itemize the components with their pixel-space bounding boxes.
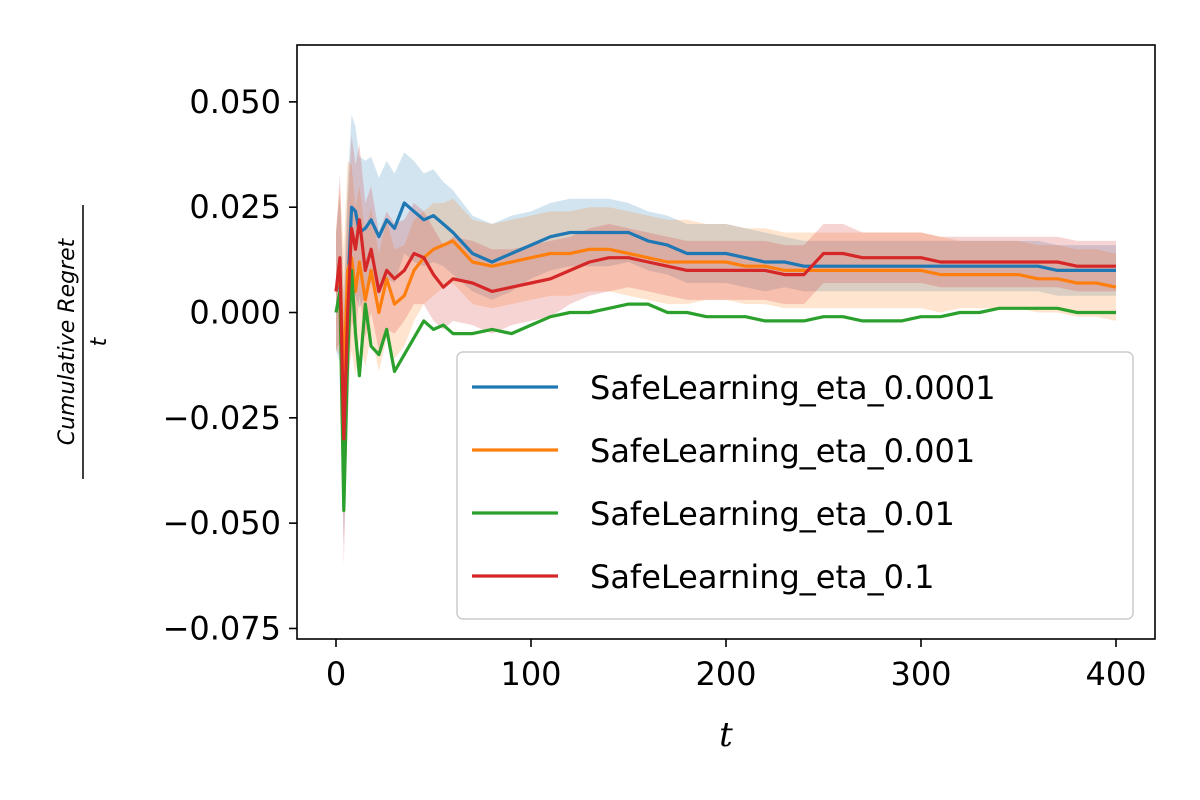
x-tick-label-100: 100	[500, 655, 561, 693]
y-axis: −0.075 −0.050 −0.025 0.000 0.025 0.050	[163, 83, 297, 647]
y-axis-label-numerator: Cumulative Regret	[55, 237, 80, 445]
y-axis-label-denominator: t	[87, 336, 112, 346]
legend-label-3: SafeLearning_eta_0.01	[590, 495, 955, 533]
x-tick-label-0: 0	[326, 655, 346, 693]
legend-box	[456, 351, 1134, 620]
y-tick-label-4: 0.025	[189, 188, 281, 226]
band-series-1	[336, 114, 1116, 545]
y-tick-label-0: −0.075	[163, 609, 281, 647]
legend-label-2: SafeLearning_eta_0.001	[590, 432, 975, 470]
legend: SafeLearning_eta_0.0001 SafeLearning_eta_…	[456, 351, 1134, 620]
y-tick-label-1: −0.050	[163, 504, 281, 542]
series-lines	[334, 201, 1117, 513]
x-tick-label-300: 300	[890, 655, 951, 693]
y-tick-label-3: 0.000	[189, 294, 281, 332]
y-tick-label-5: 0.050	[189, 83, 281, 121]
band-series-4	[336, 135, 1116, 566]
line-series-1	[334, 201, 1116, 420]
line-series-2	[334, 239, 1117, 378]
legend-label-4: SafeLearning_eta_0.1	[590, 558, 935, 596]
x-tick-label-400: 400	[1085, 655, 1146, 693]
x-tick-label-200: 200	[695, 655, 756, 693]
y-tick-label-2: −0.025	[163, 399, 281, 437]
x-axis-label: t	[719, 715, 733, 755]
line-series-4	[334, 218, 1116, 441]
line-series-3	[334, 268, 1116, 513]
y-axis-label: Cumulative Regret t	[55, 205, 112, 479]
x-axis: 0 100 200 300 400	[326, 639, 1147, 693]
legend-label-1: SafeLearning_eta_0.0001	[590, 369, 996, 407]
